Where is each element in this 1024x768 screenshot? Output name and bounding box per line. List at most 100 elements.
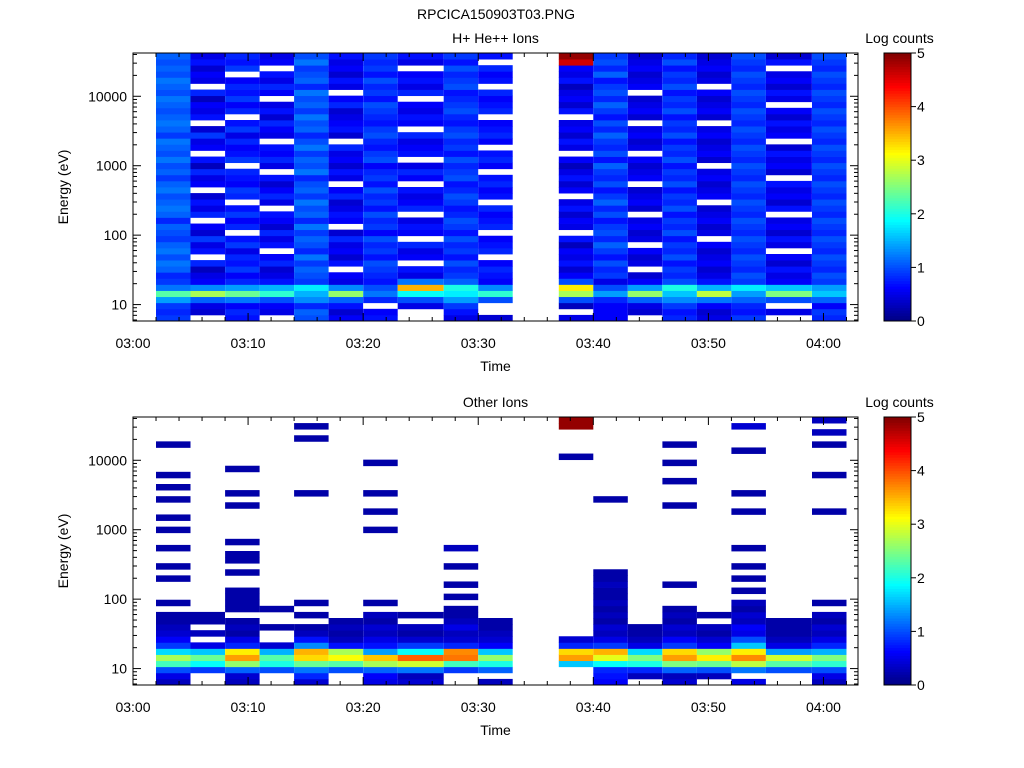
heatmap-cell [294,290,329,298]
heatmap-cell [443,266,479,273]
heatmap-cell [443,605,479,613]
heatmap-cell [294,126,329,133]
heatmap-cell [627,138,663,145]
colorbar-swatch [884,227,911,231]
colorbar-swatch [884,82,911,86]
colorbar-swatch [884,106,911,110]
heatmap-cell [558,174,594,182]
heatmap-cell [478,636,513,643]
heatmap-cell [443,260,479,267]
colorbar-swatch [884,146,911,150]
x-tick-label: 03:50 [691,699,726,715]
heatmap-cell [731,314,766,322]
heatmap-cell [765,89,812,97]
heatmap-cell [363,77,398,84]
colorbar-swatch [884,518,911,523]
y-tick-label: 100 [104,227,128,243]
heatmap-cell [812,95,847,103]
colorbar-swatch [884,128,911,132]
heatmap-cell [593,65,628,72]
colorbar-swatch [884,492,911,496]
heatmap-cell [190,132,225,139]
heatmap-cell [225,174,260,182]
heatmap-cell [259,666,295,674]
colorbar-swatch [884,599,911,603]
colorbar-swatch [884,679,911,683]
heatmap-cell [627,205,663,212]
heatmap-cell [731,260,766,267]
heatmap-cell [363,156,398,164]
heatmap-cell [443,89,479,97]
heatmap-cell [812,59,847,66]
heatmap-cell [397,611,444,619]
heatmap-cell [190,95,225,103]
heatmap-cell [812,290,847,298]
heatmap-cell [259,642,295,649]
heatmap-cell [156,526,191,534]
heatmap-cell [443,71,479,78]
heatmap-cell [294,308,329,316]
heatmap-cell [662,624,697,631]
colorbar-swatch [884,235,911,239]
heatmap-cell [731,59,766,66]
heatmap-cell [558,162,594,170]
heatmap-cell [662,302,697,310]
heatmap-cell [397,174,444,182]
colorbar-swatch [884,69,911,73]
heatmap-cell [662,630,697,637]
heatmap-cell [558,272,594,279]
heatmap-cell [812,229,847,237]
heatmap-cell [662,314,697,322]
x-tick-label: 03:10 [231,699,266,715]
heatmap-cell [593,254,628,261]
heatmap-cell [363,187,398,194]
heatmap-cell [225,95,260,103]
heatmap-cell [397,193,444,200]
heatmap-cell [294,120,329,127]
heatmap-cell [328,624,364,631]
heatmap-cell [328,126,364,133]
heatmap-cell [397,666,444,674]
heatmap-cell [593,624,628,631]
colorbar-swatch [884,508,911,512]
heatmap-cell [812,260,847,267]
heatmap-cell [662,120,697,127]
heatmap-cell [593,308,628,316]
heatmap-cell [156,217,191,224]
heatmap-cell [363,308,398,316]
heatmap-cell [696,187,732,194]
heatmap-cell [363,95,398,103]
heatmap-cell [558,89,594,97]
colorbar-swatch [884,623,911,627]
heatmap-cell [593,77,628,84]
heatmap-cell [662,247,697,255]
heatmap-cell [259,605,295,613]
heatmap-cell [190,278,225,285]
heatmap-cell [812,678,847,686]
heatmap-cell [225,666,260,674]
colorbar-swatch [884,510,911,514]
heatmap-cell [397,144,444,151]
heatmap-cell [328,156,364,164]
heatmap-cell [294,77,329,84]
heatmap-cell [812,150,847,157]
x-tick-label: 03:30 [461,699,496,715]
heatmap-cell [627,113,663,121]
heatmap-cell [812,648,847,655]
heatmap-cell [190,284,225,291]
heatmap-cell [156,89,191,97]
heatmap-cell [225,120,260,127]
heatmap-cell [765,630,812,637]
heatmap-cell [443,144,479,151]
heatmap-cell [593,278,628,285]
heatmap-cell [397,83,444,90]
heatmap-cell [765,193,812,200]
colorbar-swatch [884,636,911,640]
heatmap-cell [478,642,513,649]
colorbar-swatch [884,296,911,301]
heatmap-cell [662,193,697,200]
colorbar-swatch [884,545,911,549]
heatmap-cell [225,272,260,279]
heatmap-cell [478,162,513,170]
